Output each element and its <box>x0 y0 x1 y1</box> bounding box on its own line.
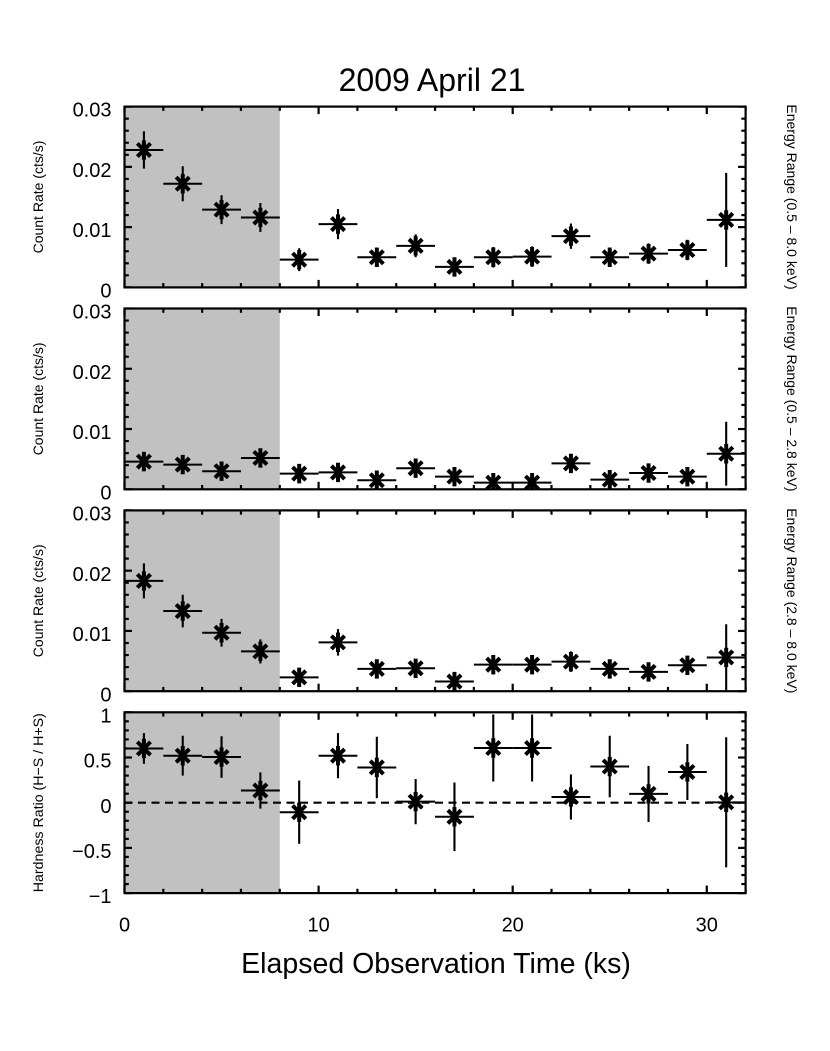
svg-text:0: 0 <box>119 915 130 937</box>
svg-text:Hardness Ratio (H−S / H+S): Hardness Ratio (H−S / H+S) <box>31 713 47 892</box>
svg-text:0: 0 <box>100 796 111 818</box>
svg-text:0.01: 0.01 <box>73 624 112 646</box>
svg-text:30: 30 <box>696 915 718 937</box>
svg-text:0.5: 0.5 <box>84 751 112 773</box>
svg-text:0.02: 0.02 <box>73 160 112 182</box>
svg-text:1: 1 <box>100 705 111 727</box>
svg-text:Count Rate (cts/s): Count Rate (cts/s) <box>30 342 46 455</box>
svg-text:Energy Range (2.8 – 8.0 keV): Energy Range (2.8 – 8.0 keV) <box>784 508 800 693</box>
svg-text:0.02: 0.02 <box>73 362 112 384</box>
svg-text:Energy Range (0.5 – 2.8 keV): Energy Range (0.5 – 2.8 keV) <box>784 306 800 491</box>
svg-text:2009 April 21: 2009 April 21 <box>339 62 526 98</box>
svg-text:20: 20 <box>502 915 524 937</box>
svg-text:0: 0 <box>100 482 111 504</box>
svg-text:10: 10 <box>307 915 329 937</box>
svg-text:Count Rate (cts/s): Count Rate (cts/s) <box>30 141 46 254</box>
svg-text:Count Rate (cts/s): Count Rate (cts/s) <box>30 544 46 657</box>
svg-text:Elapsed Observation Time (ks): Elapsed Observation Time (ks) <box>241 948 631 980</box>
svg-text:−0.5: −0.5 <box>72 841 111 863</box>
svg-text:0.03: 0.03 <box>73 504 112 526</box>
svg-text:0.03: 0.03 <box>73 100 112 122</box>
svg-text:0: 0 <box>100 281 111 303</box>
svg-text:Energy Range (0.5 – 8.0 keV): Energy Range (0.5 – 8.0 keV) <box>784 104 800 289</box>
svg-text:0.03: 0.03 <box>73 302 112 324</box>
svg-text:0.01: 0.01 <box>73 220 112 242</box>
svg-text:0: 0 <box>100 684 111 706</box>
svg-text:−1: −1 <box>89 886 112 908</box>
svg-text:0.01: 0.01 <box>73 422 112 444</box>
svg-text:0.02: 0.02 <box>73 564 112 586</box>
